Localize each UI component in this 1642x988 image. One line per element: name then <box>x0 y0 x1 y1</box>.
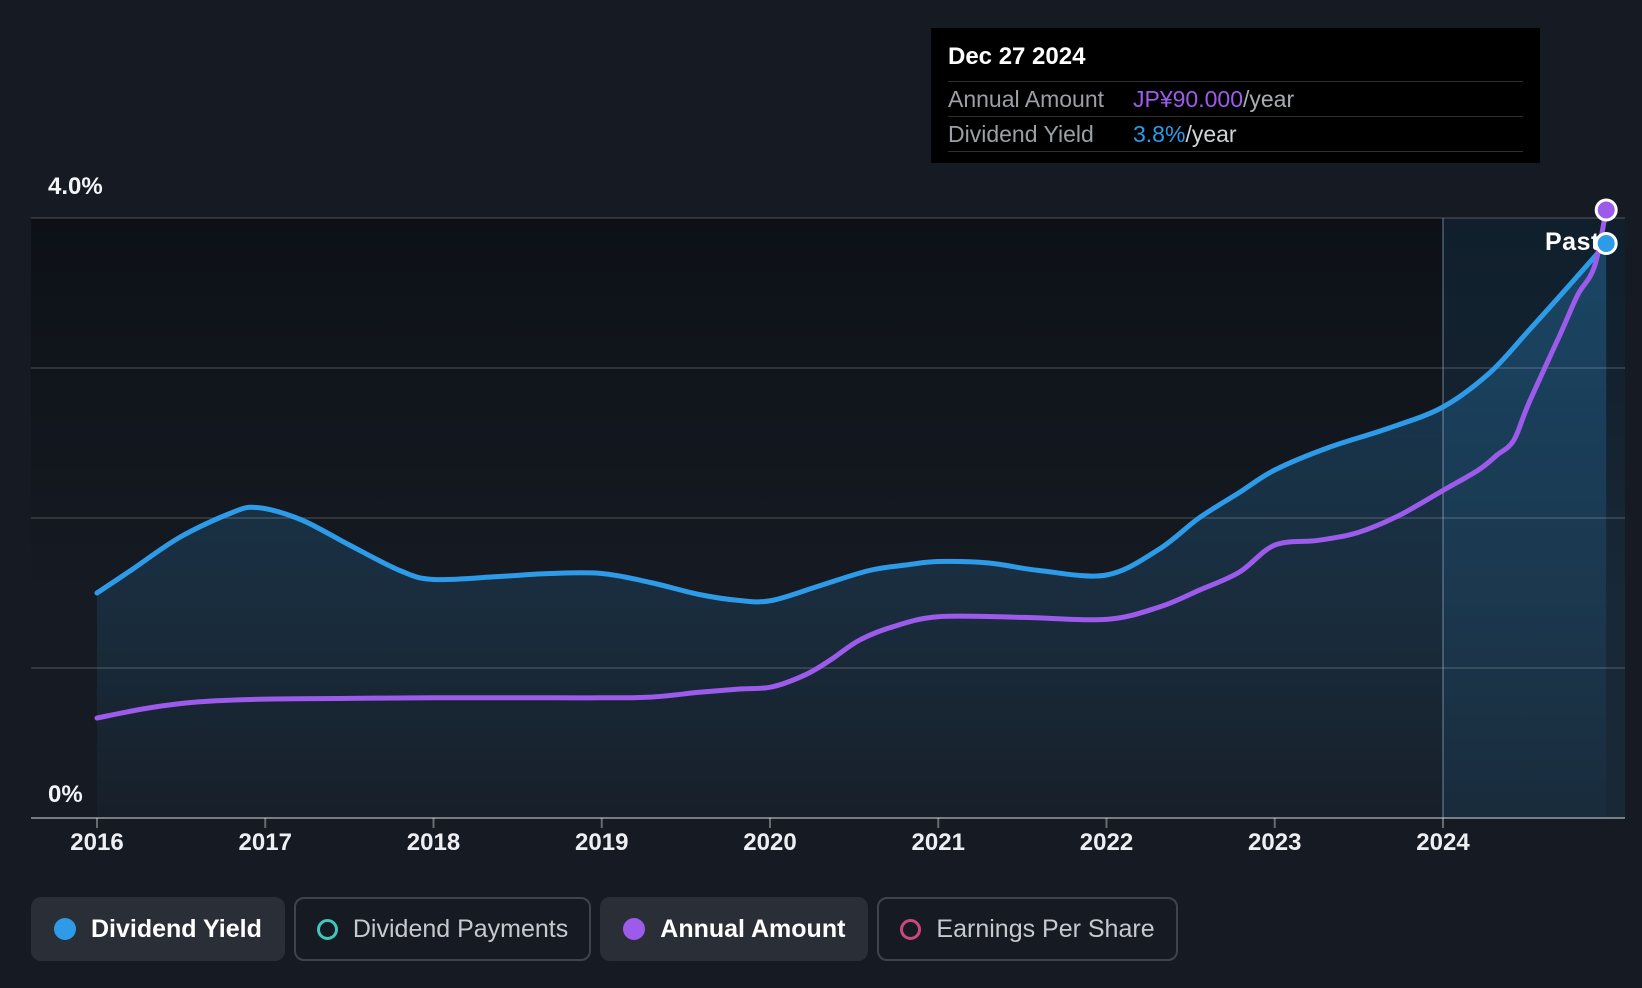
annual-amount-end-marker[interactable] <box>1594 198 1618 222</box>
tooltip-row-dividend-yield: Dividend Yield 3.8% /year <box>948 117 1523 152</box>
tooltip-value-suffix: /year <box>1185 120 1237 147</box>
tooltip-value: JP¥90.000 <box>1133 85 1243 112</box>
dividend-yield-line <box>94 241 1609 605</box>
x-axis-year-label: 2023 <box>1248 829 1302 856</box>
past-region-overlay <box>1443 218 1625 818</box>
annual-amount-dot-icon <box>623 918 646 940</box>
legend-button-dividend-yield[interactable]: Dividend Yield <box>31 897 285 961</box>
x-axis-year-label: 2018 <box>406 829 461 856</box>
past-region-label: Past <box>1545 228 1600 256</box>
x-axis-year-label: 2022 <box>1079 829 1134 856</box>
x-axis-year-label: 2021 <box>911 829 965 856</box>
chart-tooltip: Dec 27 2024 Annual Amount JP¥90.000 /yea… <box>931 28 1540 163</box>
tooltip-value: 3.8% <box>1133 120 1186 147</box>
dividend-yield-area-fill <box>97 243 1607 818</box>
legend-button-annual-amount[interactable]: Annual Amount <box>600 897 869 961</box>
chart-legend: Dividend Yield Dividend Payments Annual … <box>31 897 1178 961</box>
legend-button-earnings-per-share[interactable]: Earnings Per Share <box>877 897 1178 961</box>
legend-button-dividend-payments[interactable]: Dividend Payments <box>293 897 592 961</box>
x-axis-year-label: 2019 <box>575 829 629 856</box>
tooltip-value-suffix: /year <box>1242 85 1295 112</box>
tooltip-label: Dividend Yield <box>948 120 1094 147</box>
x-axis-year-label: 2016 <box>70 829 124 856</box>
earnings-per-share-ring-icon <box>900 918 922 940</box>
x-axis: 2016 2017 2018 2019 2020 2021 2022 2023 2024 <box>0 829 1642 859</box>
y-axis-max-label: 4.0% <box>48 173 103 200</box>
tooltip-row-annual-amount: Annual Amount JP¥90.000 /year <box>948 82 1523 117</box>
x-axis-year-label: 2017 <box>238 829 292 856</box>
tooltip-date: Dec 27 2024 <box>948 28 1523 82</box>
legend-label: Dividend Payments <box>352 914 569 943</box>
annual-amount-line <box>94 207 1609 721</box>
legend-label: Earnings Per Share <box>936 914 1155 943</box>
legend-label: Dividend Yield <box>91 914 262 943</box>
dividend-yield-end-marker[interactable] <box>1594 232 1618 255</box>
x-axis-year-label: 2024 <box>1416 829 1470 856</box>
y-axis-min-label: 0% <box>48 781 83 808</box>
dividend-payments-ring-icon <box>316 918 338 940</box>
dividend-yield-dot-icon <box>54 918 76 940</box>
legend-label: Annual Amount <box>660 914 846 943</box>
tooltip-label: Annual Amount <box>948 85 1105 112</box>
x-axis-year-label: 2020 <box>743 829 797 856</box>
